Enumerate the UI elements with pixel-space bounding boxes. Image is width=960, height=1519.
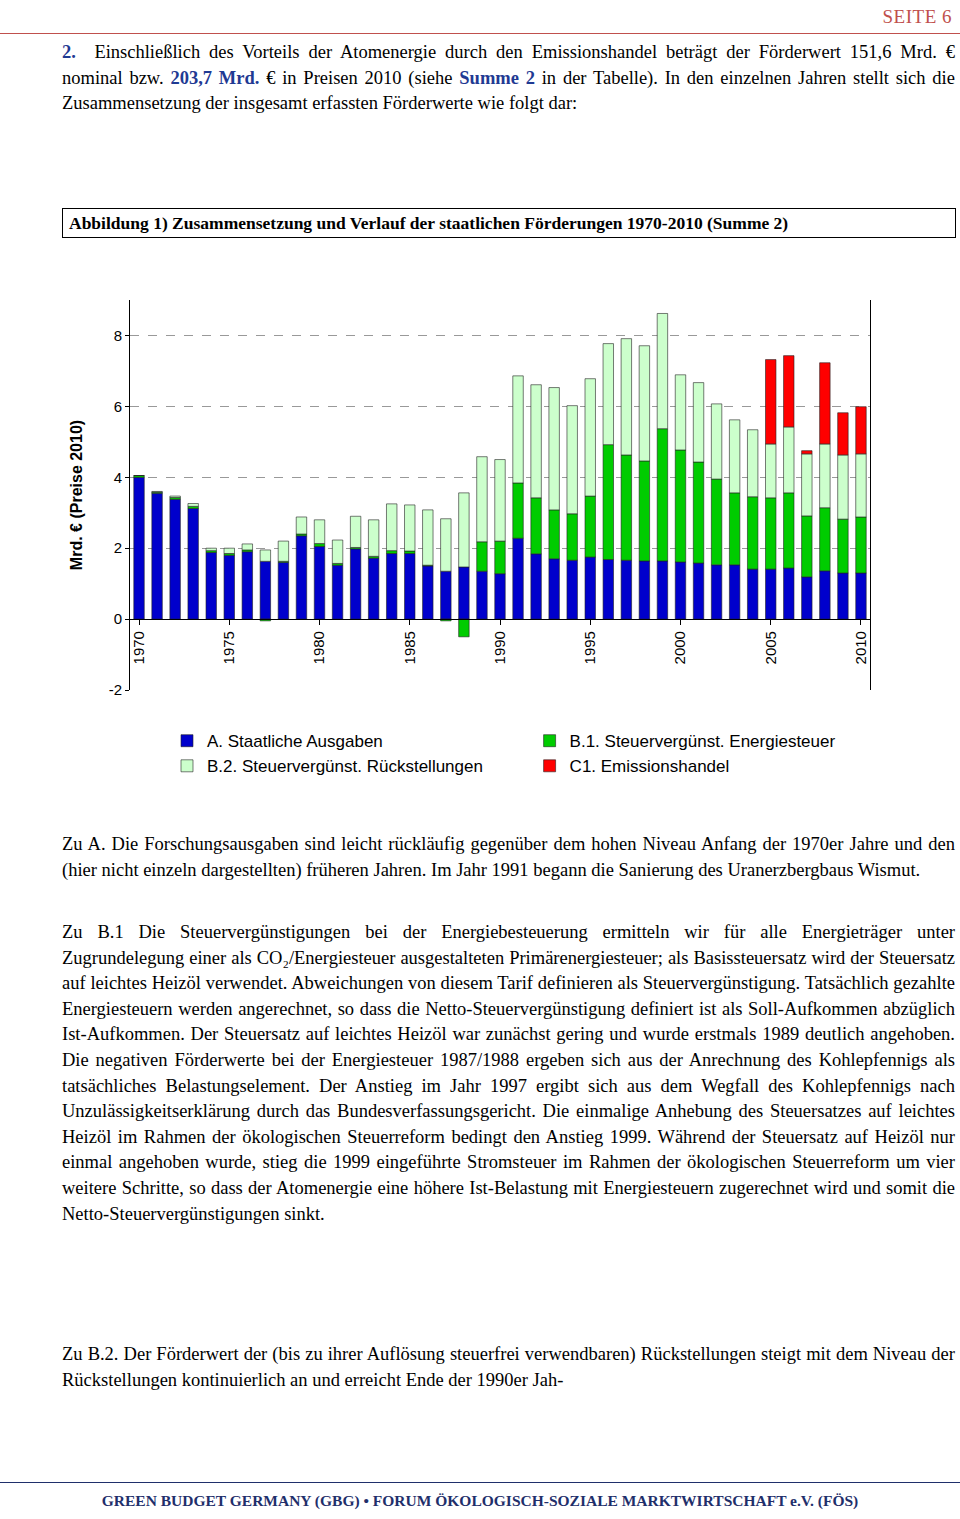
html-text:Abbildung 1) Zusammensetzung u: Abbildung 1) Zusammensetzung und Verlauf… [69,213,789,233]
svg-text:1980: 1980 [310,631,327,664]
html-text:Einschließlich des Vorteils de: Einschließlich des Vorteils der Atomener… [62,42,955,114]
html-text:SEITE 6: SEITE 6 [882,6,952,27]
svg-text:1975: 1975 [220,631,237,664]
svg-text:2000: 2000 [671,631,688,664]
svg-text:Mrd. € (Preise 2010): Mrd. € (Preise 2010) [68,420,85,570]
html-text:Zu B.1 Die Steuervergünstigung: Zu B.1 Die Steuervergünstigungen bei der… [62,922,955,1224]
svg-text:-2: -2 [109,681,122,698]
svg-text:2010: 2010 [852,631,869,664]
svg-text:2: 2 [114,539,122,556]
svg-text:8: 8 [114,327,122,344]
html-text:Zu A. Die Forschungsausgaben s: Zu A. Die Forschungsausgaben sind leicht… [62,834,955,880]
svg-text:C1. Emissionshandel: C1. Emissionshandel [570,757,730,776]
svg-text:6: 6 [114,398,122,415]
svg-text:1995: 1995 [581,631,598,664]
svg-text:B.2. Steuervergünst. Rückstell: B.2. Steuervergünst. Rückstellungen [207,757,483,776]
html-text:2.: 2. [62,42,76,62]
svg-text:1985: 1985 [401,631,418,664]
svg-text:0: 0 [114,610,122,627]
html-text:GREEN BUDGET GERMANY (GBG) • F: GREEN BUDGET GERMANY (GBG) • FORUM ÖKOLO… [101,1492,859,1509]
svg-text:B.1. Steuervergünst. Energiest: B.1. Steuervergünst. Energiesteuer [570,732,836,751]
svg-text:1990: 1990 [491,631,508,664]
svg-text:4: 4 [114,469,122,486]
svg-text:1970: 1970 [130,631,147,664]
svg-text:2005: 2005 [762,631,779,664]
html-text:Zu B.2. Der Förderwert der (bi: Zu B.2. Der Förderwert der (bis zu ihrer… [62,1344,955,1390]
svg-text:A. Staatliche Ausgaben: A. Staatliche Ausgaben [207,732,383,751]
